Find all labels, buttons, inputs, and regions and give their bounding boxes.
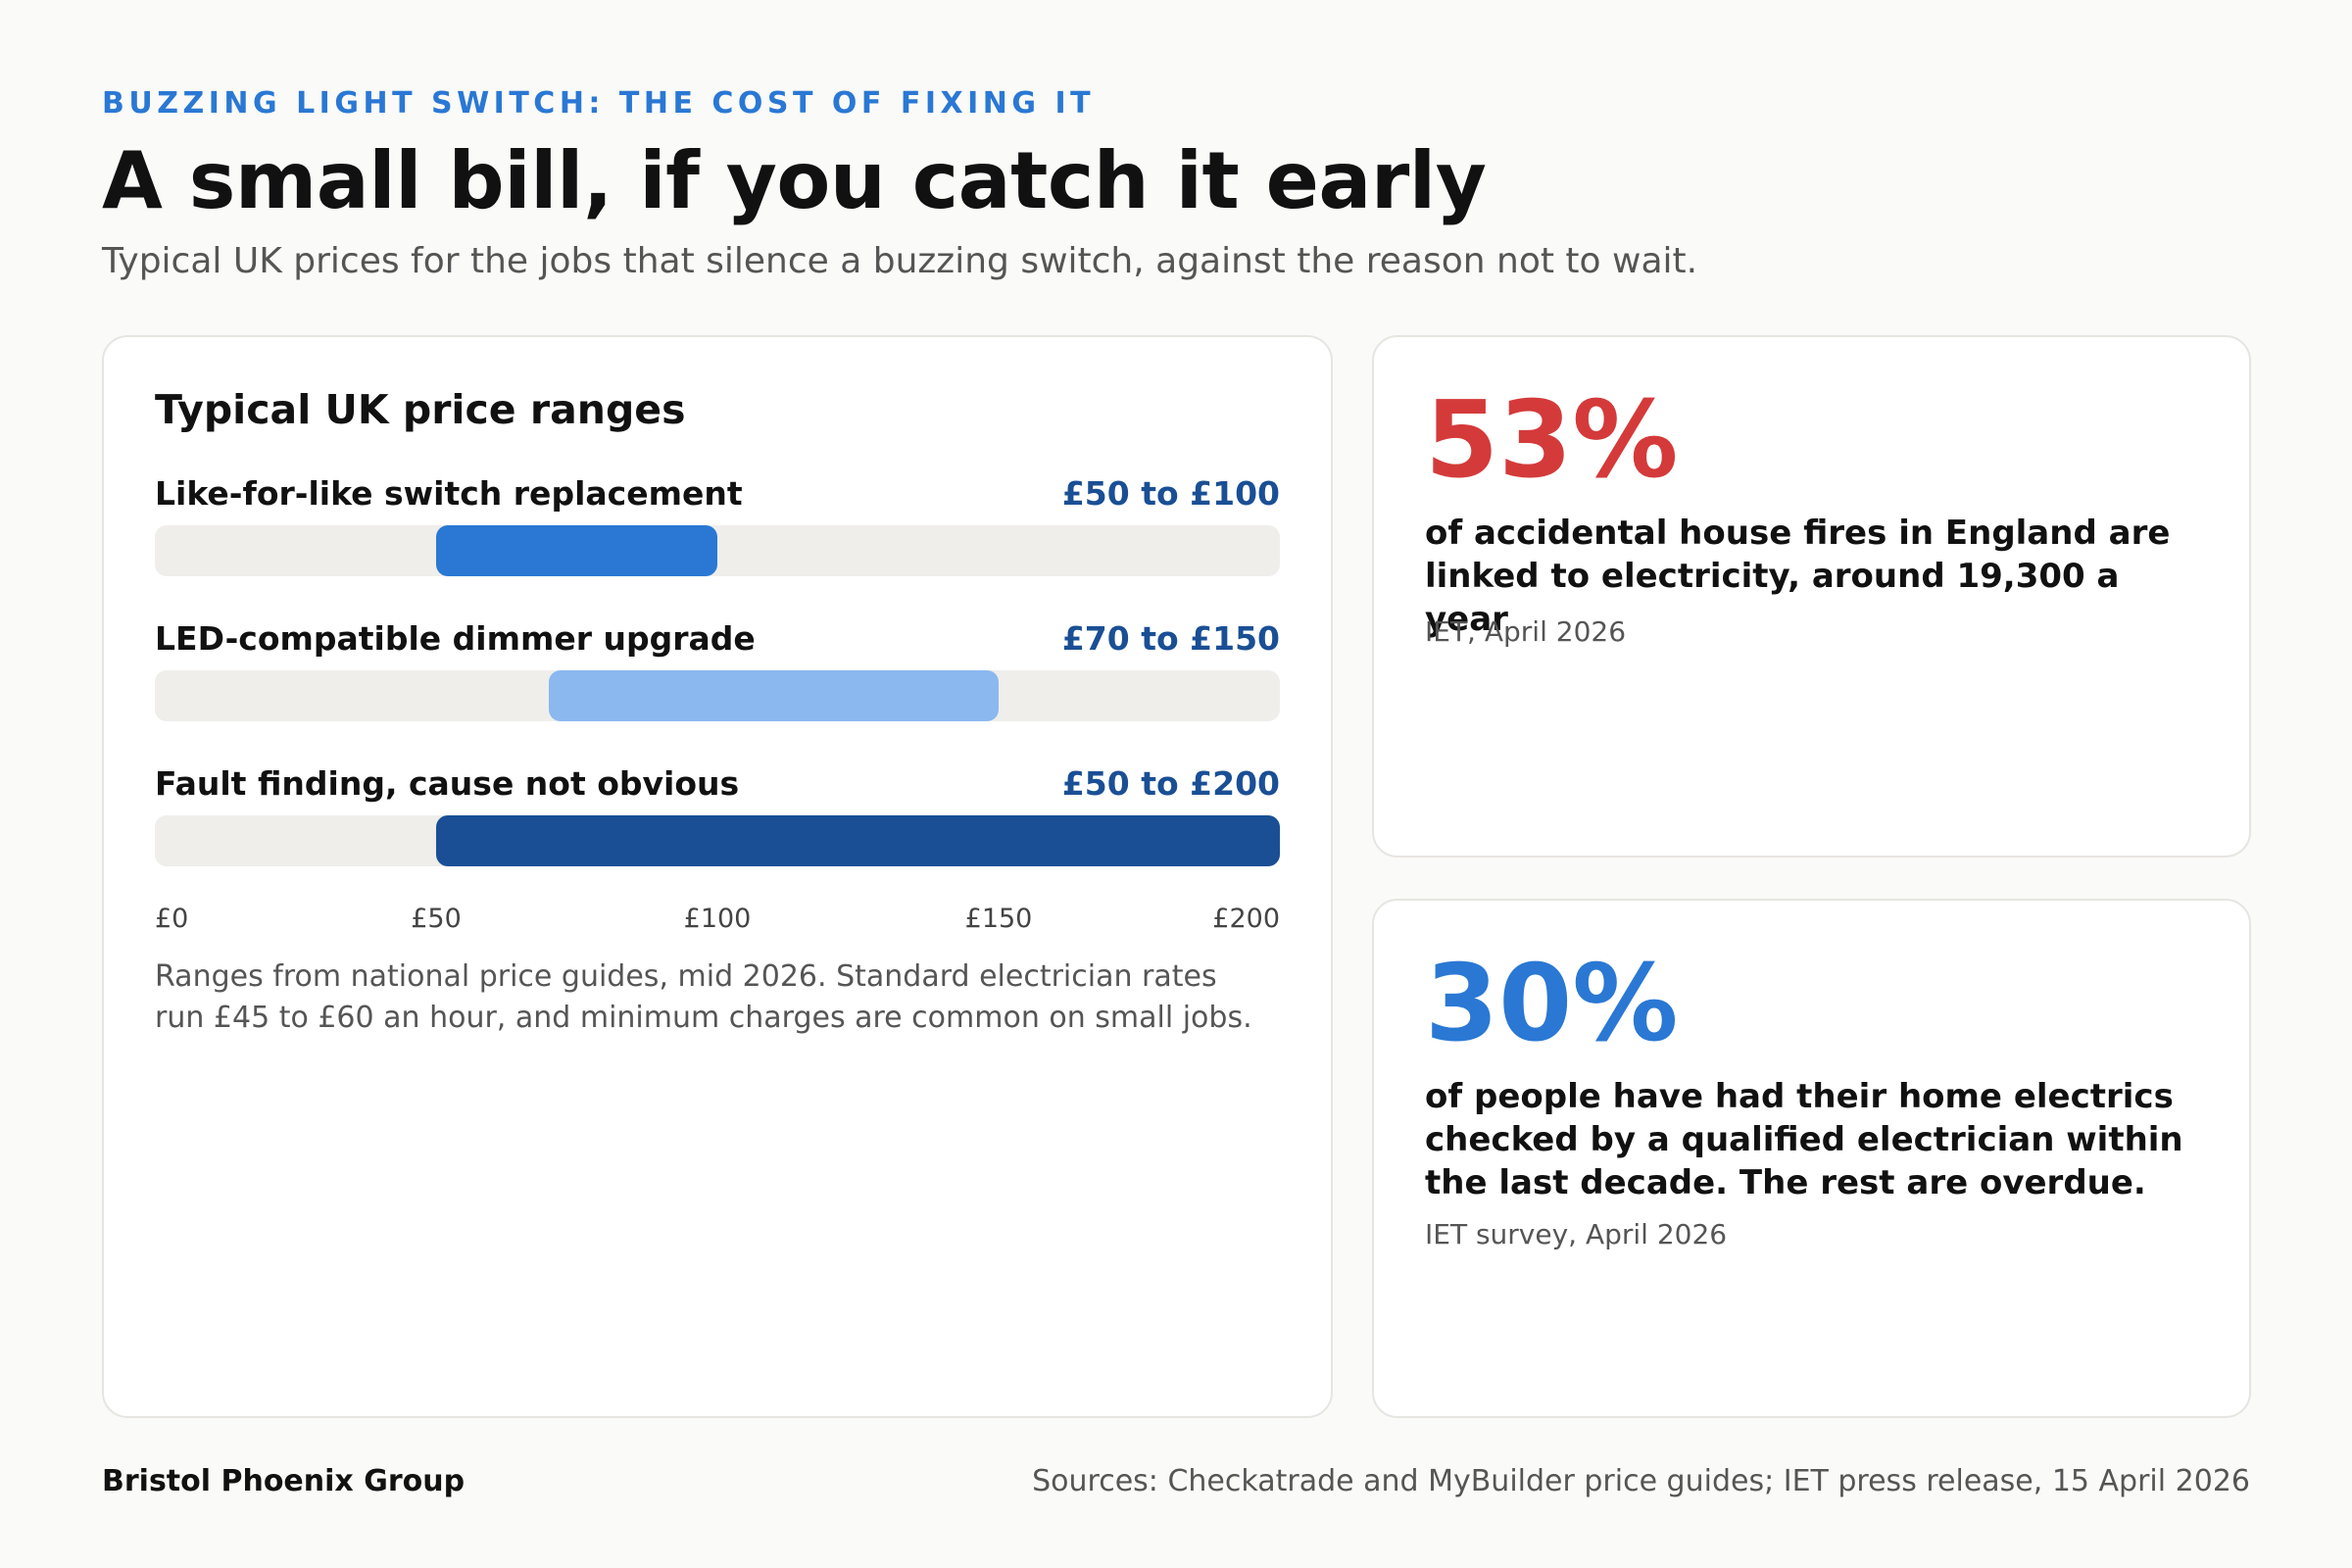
stat-description: of accidental house fires in England are… xyxy=(1425,514,2171,639)
x-tick-label: £0 xyxy=(155,904,189,934)
stat-source: IET survey, April 2026 xyxy=(1425,1218,1728,1250)
price-chart-card: Typical UK price ranges Like-for-like sw… xyxy=(102,335,1333,1418)
x-tick-label: £100 xyxy=(683,904,752,934)
stat-source: IET, April 2026 xyxy=(1425,615,1627,648)
x-tick-label: £200 xyxy=(1212,904,1280,934)
page-subtitle: Typical UK prices for the jobs that sile… xyxy=(102,241,1698,281)
row-label: Fault finding, cause not obvious xyxy=(155,764,740,803)
stat-value: 53% xyxy=(1425,379,1679,502)
x-tick-label: £50 xyxy=(411,904,462,934)
chart-title: Typical UK price ranges xyxy=(155,386,686,433)
stat-card-checks: 30% of people have had their home electr… xyxy=(1372,899,2251,1418)
range-track xyxy=(155,815,1280,866)
range-bar xyxy=(436,815,1280,866)
row-label: LED-compatible dimmer upgrade xyxy=(155,619,756,658)
row-value-label: £70 to £150 xyxy=(1061,619,1280,658)
range-track xyxy=(155,670,1280,721)
stat-card-fires: 53% of accidental house fires in England… xyxy=(1372,335,2251,858)
range-track xyxy=(155,525,1280,576)
stat-description: of people have had their home electrics … xyxy=(1425,1077,2183,1202)
row-value-label: £50 to £100 xyxy=(1061,474,1280,513)
eyebrow-label: BUZZING LIGHT SWITCH: THE COST OF FIXING… xyxy=(102,86,1096,121)
range-bar xyxy=(548,670,999,721)
chart-note: Ranges from national price guides, mid 2… xyxy=(155,959,1252,1035)
stat-value: 30% xyxy=(1425,943,1679,1065)
brand-name: Bristol Phoenix Group xyxy=(102,1464,466,1498)
x-tick-label: £150 xyxy=(964,904,1033,934)
row-label: Like-for-like switch replacement xyxy=(155,474,743,513)
sources-credit: Sources: Checkatrade and MyBuilder price… xyxy=(1032,1464,2250,1498)
range-bar xyxy=(436,525,717,576)
page-title: A small bill, if you catch it early xyxy=(102,135,1487,226)
row-value-label: £50 to £200 xyxy=(1061,764,1280,803)
